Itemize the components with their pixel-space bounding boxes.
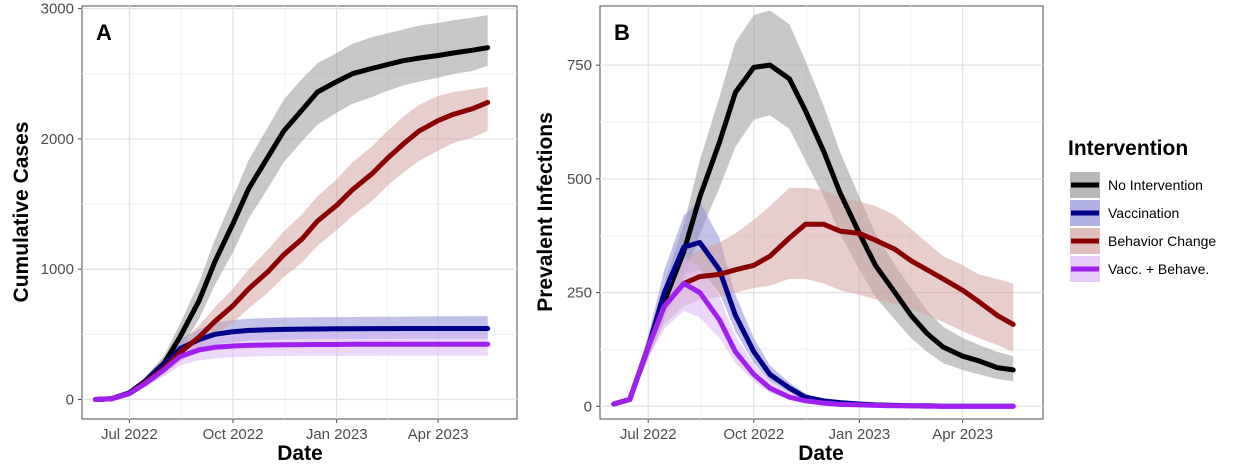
panel-a-line-vacc-behave [93,341,491,402]
panel-b-y-axis-title: Prevalent Infections [534,112,557,312]
legend-item-no-intervention: No Intervention [1070,172,1203,198]
legend-keys: No Intervention Vaccination Behavior Chang… [1070,172,1216,282]
legend-label: No Intervention [1108,177,1203,193]
x-tick-label: Oct 2022 [203,426,264,443]
panel-a-ribbon-behavior-change [95,86,488,400]
panel-b-y-ticks: 0 250 500 750 [567,57,600,415]
y-tick-label: 0 [66,391,74,408]
x-tick-label: Oct 2022 [723,426,784,443]
panel-a-x-ticks: Jul 2022 Oct 2022 Jan 2023 Apr 2023 [101,419,469,443]
panel-a-ribbon-no-intervention [95,15,488,400]
x-tick-label: Jul 2022 [101,426,158,443]
panel-a-lines [93,45,491,402]
panel-a-y-axis-title: Cumulative Cases [10,122,33,303]
legend-item-behavior-change: Behavior Change [1070,228,1216,254]
y-tick-label: 2000 [41,131,74,148]
x-tick-label: Jul 2022 [620,426,677,443]
panel-b-ribbon-behavior-change [613,187,1014,405]
panel-b-line-vacc-behave [611,281,1016,409]
panel-b-label: B [614,20,630,45]
legend-item-vaccination: Vaccination [1070,200,1179,226]
panel-b: Jul 2022 Oct 2022 Jan 2023 Apr 2023 0 250 500… [534,5,1044,465]
legend-item-vacc-behave: Vacc. + Behave. [1070,256,1209,282]
y-tick-label: 3000 [41,1,74,18]
panel-b-lines [611,62,1016,409]
panel-b-ribbon-vacc-behave [613,256,1014,407]
panel-b-x-ticks: Jul 2022 Oct 2022 Jan 2023 Apr 2023 [620,419,993,443]
y-tick-label: 500 [567,171,592,188]
y-tick-label: 0 [584,398,592,415]
legend-title: Intervention [1068,137,1188,160]
panel-b-ribbons [613,10,1014,407]
y-tick-label: 250 [567,285,592,302]
x-tick-label: Jan 2023 [829,426,891,443]
x-tick-label: Apr 2023 [408,426,469,443]
x-tick-label: Jan 2023 [306,426,368,443]
legend-label: Vaccination [1108,205,1179,221]
y-tick-label: 1000 [41,261,74,278]
panel-b-x-axis-title: Date [798,442,844,465]
panel-a-label: A [96,20,112,45]
panel-a: Jul 2022 Oct 2022 Jan 2023 Apr 2023 0 1000 20… [10,1,518,465]
panel-a-y-ticks: 0 1000 2000 3000 [41,1,82,408]
panel-a-x-axis-title: Date [277,442,323,465]
legend-label: Behavior Change [1108,233,1216,249]
legend-label: Vacc. + Behave. [1108,261,1209,277]
x-tick-label: Apr 2023 [932,426,993,443]
y-tick-label: 750 [567,57,592,74]
legend: Intervention No Intervention Vaccination B… [1068,137,1216,282]
panel-a-line-vaccination [93,326,491,402]
